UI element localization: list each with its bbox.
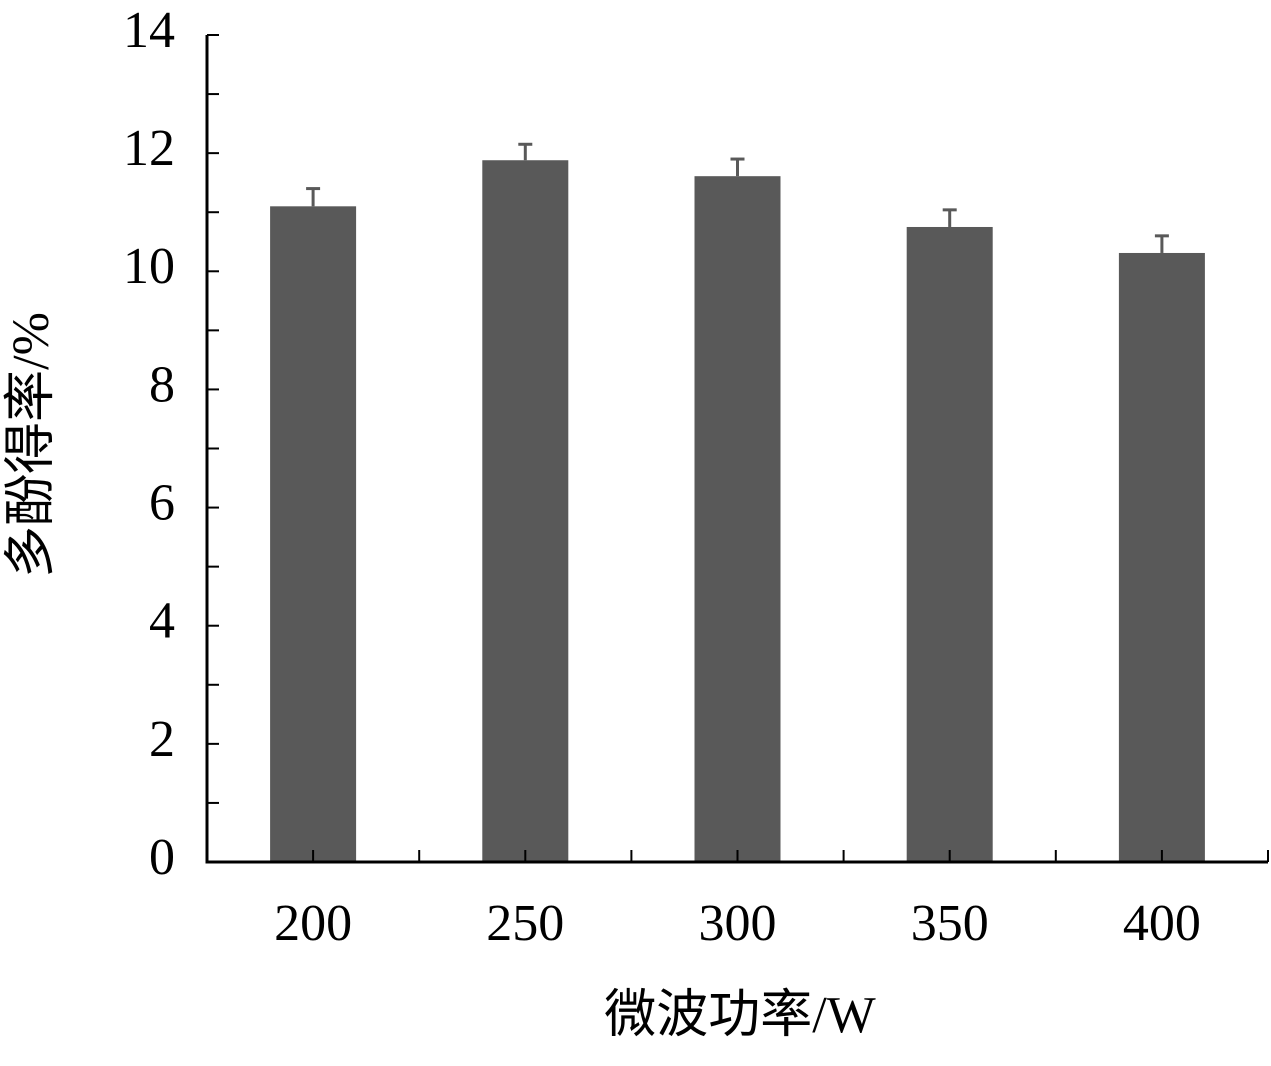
- y-tick-label: 14: [123, 2, 175, 59]
- y-tick-label: 10: [123, 238, 175, 295]
- y-tick-label: 6: [149, 475, 175, 532]
- y-tick-label: 2: [149, 711, 175, 768]
- y-tick-label: 0: [149, 829, 175, 886]
- y-tick-label: 4: [149, 593, 175, 650]
- x-tick-label: 200: [274, 895, 352, 952]
- bar: [482, 160, 569, 862]
- bar: [270, 206, 357, 863]
- y-tick-label: 8: [149, 356, 175, 413]
- axes: [205, 35, 1268, 864]
- x-tick-label: 250: [486, 895, 564, 952]
- x-tick-label: 350: [911, 895, 989, 952]
- x-tick-label: 300: [699, 895, 777, 952]
- bar: [906, 226, 993, 862]
- x-tick-label: 400: [1123, 895, 1201, 952]
- y-tick-label: 12: [123, 120, 175, 177]
- bar: [1118, 252, 1205, 862]
- bar: [694, 176, 781, 862]
- x-axis-label: 微波功率/W: [604, 987, 876, 1044]
- y-axis-label: 多酚得率/%: [3, 312, 60, 578]
